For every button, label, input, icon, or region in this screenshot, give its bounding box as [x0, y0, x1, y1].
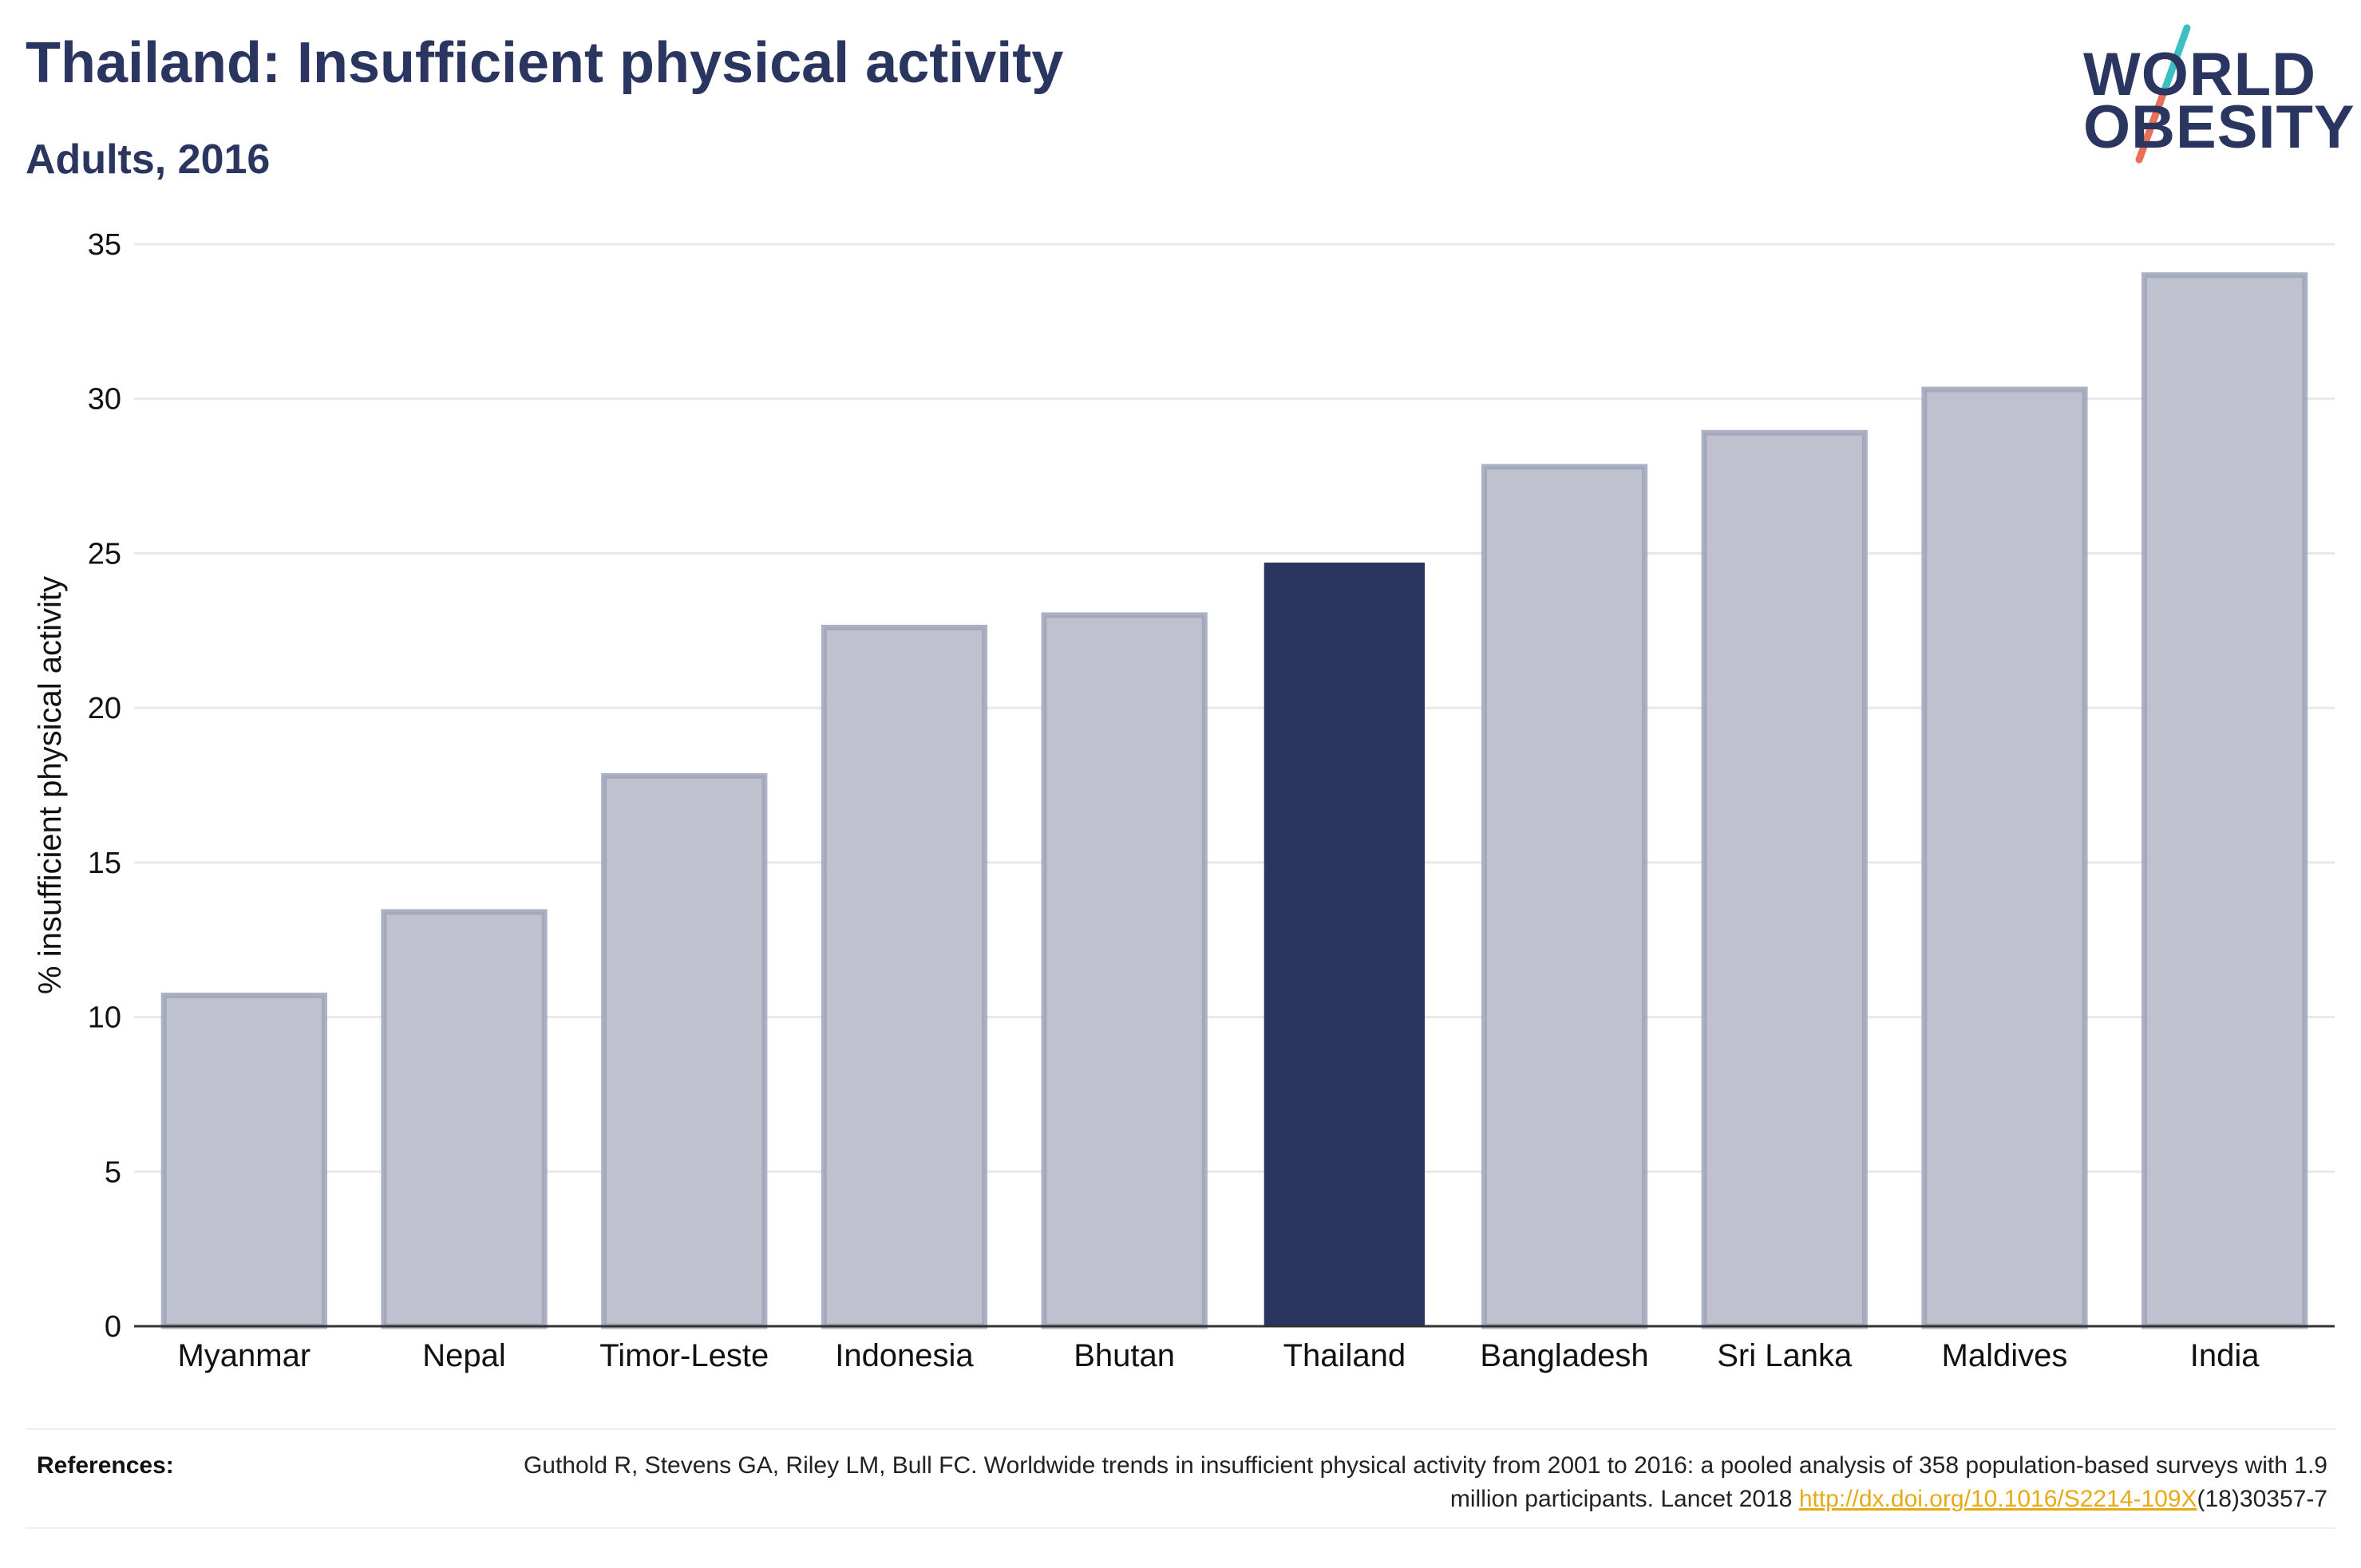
bar-indonesia [821, 624, 988, 1329]
x-tick-label: Myanmar [177, 1338, 310, 1373]
references-citation-end: (18)30357-7 [2197, 1486, 2327, 1512]
bar-thailand [1264, 563, 1425, 1326]
y-tick-label: 10 [88, 1001, 121, 1035]
chart-subtitle: Adults, 2016 [26, 136, 271, 183]
y-tick-label: 20 [88, 692, 121, 725]
x-tick-label: Bangladesh [1480, 1338, 1648, 1373]
y-tick-label: 30 [88, 383, 121, 417]
y-tick-label: 15 [88, 847, 121, 880]
x-tick-label: Timor-Leste [599, 1338, 769, 1373]
references-doi-link[interactable]: http://dx.doi.org/10.1016/S2214-109X [1798, 1486, 2197, 1512]
bar-bangladesh [1481, 464, 1648, 1329]
bar-maldives [1921, 386, 2088, 1329]
x-tick-label: Nepal [422, 1338, 506, 1373]
y-tick-label: 35 [88, 228, 121, 262]
bar-myanmar [160, 992, 327, 1329]
x-tick-label: Sri Lanka [1717, 1338, 1853, 1373]
bar-timor-leste [601, 772, 768, 1329]
x-tick-label: Indonesia [835, 1338, 974, 1373]
world-obesity-logo: WORLD OBESITY [2083, 24, 2355, 168]
bar-nepal [381, 909, 548, 1329]
bar-india [2142, 272, 2308, 1329]
x-tick-label: Bhutan [1074, 1338, 1175, 1373]
references-text: Guthold R, Stevens GA, Riley LM, Bull FC… [492, 1449, 2327, 1516]
references-citation: Guthold R, Stevens GA, Riley LM, Bull FC… [523, 1452, 2327, 1512]
y-tick-label: 25 [88, 537, 121, 571]
y-tick-label: 0 [105, 1310, 121, 1344]
logo-line-1: WORLD [2083, 41, 2317, 109]
bar-sri-lanka [1701, 429, 1868, 1329]
logo-slash-icon [2135, 24, 2191, 164]
references-label: References: [37, 1452, 174, 1479]
x-tick-label: Maldives [1942, 1338, 2068, 1373]
x-tick-label: India [2190, 1338, 2260, 1373]
y-axis-title: % insufficient physical activity [33, 576, 68, 994]
x-tick-label: Thailand [1283, 1338, 1406, 1373]
references-section: References: Guthold R, Stevens GA, Riley… [26, 1428, 2335, 1529]
y-tick-label: 5 [105, 1155, 121, 1189]
bar-chart: 0 5 10 15 20 25 30 35 % insufficient physical ac… [33, 228, 2335, 1373]
logo-line-2: OBESITY [2083, 93, 2355, 161]
bar-bhutan [1041, 612, 1208, 1329]
chart-title: Thailand: Insufficient physical activity [26, 31, 1064, 95]
